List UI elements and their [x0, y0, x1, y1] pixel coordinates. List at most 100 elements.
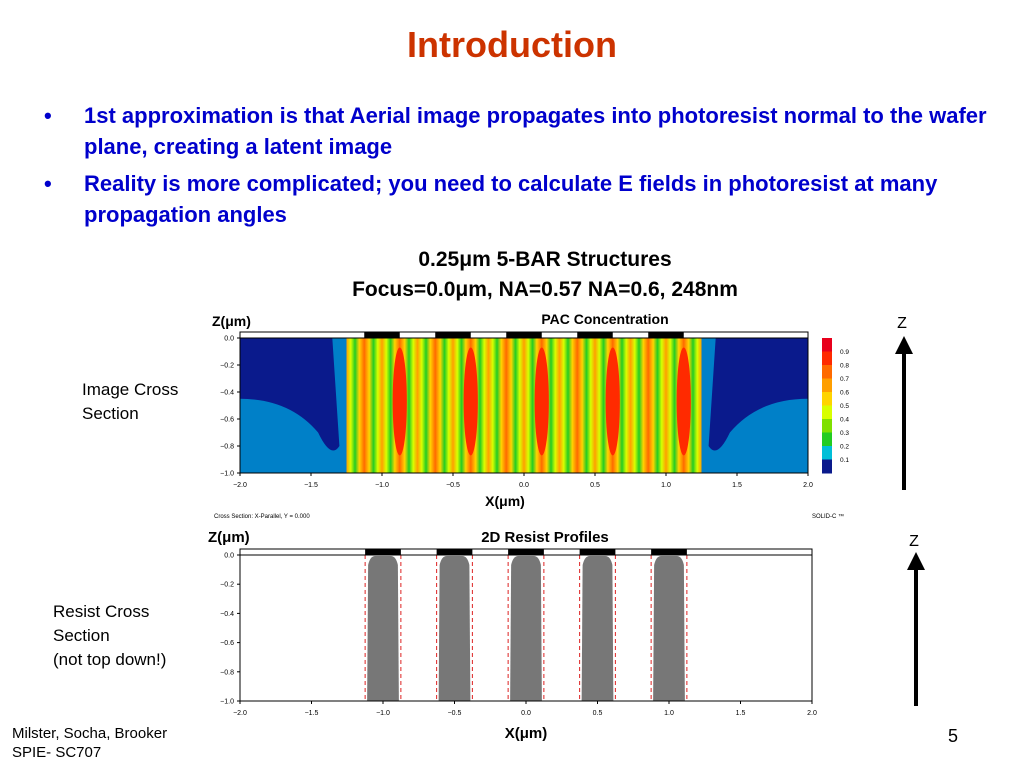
z-axis-marker-bottom: Z	[907, 533, 925, 706]
pac-concentration-chart: Z(μm) PAC Concentration 0.0 −0.2 −0.4 −0.6 −…	[212, 311, 849, 520]
arrow-up-icon	[907, 552, 925, 570]
chart1-footnote-right: SOLID-C ™	[812, 513, 844, 520]
x-tick-label: −0.5	[446, 482, 460, 489]
colorbar-tick-label: 0.3	[840, 430, 849, 437]
heatmap-band	[417, 338, 453, 473]
page-number: 5	[948, 726, 959, 746]
y-tick-label: −0.8	[220, 669, 234, 676]
heatmap-band	[630, 338, 666, 473]
y-tick-label: 0.0	[224, 553, 234, 560]
heatmap-band	[559, 338, 595, 473]
y-tick-label: 0.0	[224, 336, 234, 343]
x-tick-label: 0.5	[590, 482, 600, 489]
colorbar-swatch	[822, 365, 832, 379]
resist-profile	[438, 556, 471, 701]
colorbar-tick-label: 0.1	[840, 457, 849, 464]
x-tick-label: 2.0	[807, 710, 817, 717]
footer-credit: Milster, Socha, Brooker SPIE- SC707	[12, 724, 167, 762]
colorbar-tick-label: 0.2	[840, 444, 849, 451]
footer-line: Milster, Socha, Brooker	[12, 725, 168, 742]
heatmap-core	[676, 347, 691, 456]
mask-line-mark	[506, 332, 542, 338]
x-tick-label: 2.0	[803, 482, 813, 489]
colorbar-swatch	[822, 338, 832, 352]
mask-line-mark	[365, 549, 401, 555]
chart1-footnote-left: Cross Section: X-Parallel, Y = 0.000	[214, 514, 310, 520]
colorbar-swatch	[822, 446, 832, 460]
colorbar-tick-label: 0.4	[840, 417, 849, 424]
chart2-xlabel: X(μm)	[505, 725, 548, 742]
x-tick-label: 1.0	[664, 710, 674, 717]
mask-line-mark	[648, 332, 684, 338]
colorbar-swatch	[822, 378, 832, 393]
heatmap-core	[534, 347, 549, 456]
slide-title: Introduction	[407, 24, 617, 65]
y-tick-label: −0.4	[220, 611, 234, 618]
x-tick-label: −2.0	[233, 710, 247, 717]
y-tick-label: −0.4	[220, 390, 234, 397]
x-tick-label: 0.0	[521, 710, 531, 717]
bullet-item: • 1st approximation is that Aerial image…	[44, 100, 1004, 162]
y-tick-label: −1.0	[220, 699, 234, 706]
colorbar-swatch	[822, 405, 832, 420]
side-label-line: Section	[53, 626, 110, 645]
y-tick-label: −0.2	[220, 582, 234, 589]
arrow-up-icon	[895, 336, 913, 354]
colorbar-tick-label: 0.5	[840, 403, 849, 410]
side-label-line: Section	[82, 404, 139, 423]
mask-line-mark	[436, 549, 473, 555]
x-tick-label: −1.5	[304, 482, 318, 489]
colorbar-tick-label: 0.8	[840, 363, 849, 370]
colorbar-swatch	[822, 459, 832, 474]
heatmap-region-low-right	[708, 338, 808, 451]
x-tick-label: −1.0	[376, 710, 390, 717]
z-axis-marker-top: Z	[895, 315, 913, 490]
x-tick-label: −2.0	[233, 482, 247, 489]
figure-caption-line2: Focus=0.0μm, NA=0.57 NA=0.6, 248nm	[352, 278, 738, 301]
colorbar-swatch	[822, 432, 832, 447]
z-axis-label: Z	[909, 533, 919, 550]
footer-line: SPIE- SC707	[12, 744, 102, 761]
heatmap-band	[488, 338, 524, 473]
y-tick-label: −1.0	[220, 471, 234, 478]
figure-caption-line1: 0.25μm 5-BAR Structures	[418, 248, 672, 271]
image-cross-section-label: Image Cross Section	[82, 378, 178, 426]
resist-profile	[581, 556, 614, 701]
bullet-glyph: •	[44, 103, 52, 128]
arrow-shaft	[914, 568, 918, 706]
x-tick-label: −0.5	[448, 710, 462, 717]
mask-line-mark	[579, 549, 616, 555]
side-label-line: Resist Cross	[53, 602, 150, 621]
x-tick-label: 1.5	[736, 710, 746, 717]
colorbar-tick-label: 0.6	[840, 390, 849, 397]
mask-line-mark	[435, 332, 471, 338]
chart1-xlabel: X(μm)	[485, 493, 525, 509]
side-label-line: (not top down!)	[53, 650, 167, 669]
y-tick-label: −0.6	[220, 417, 234, 424]
bullet-text: 1st approximation is that Aerial image p…	[84, 103, 987, 159]
bullet-glyph: •	[44, 171, 52, 196]
colorbar-swatch	[822, 351, 832, 366]
colorbar-swatch	[822, 392, 832, 406]
y-tick-label: −0.8	[220, 444, 234, 451]
z-axis-label: Z	[897, 315, 907, 332]
mask-line-mark	[577, 332, 613, 338]
colorbar-swatch	[822, 419, 832, 433]
bullet-text: Reality is more complicated; you need to…	[84, 171, 938, 227]
heatmap-band	[346, 338, 382, 473]
resist-profile	[653, 556, 685, 701]
colorbar-tick-label: 0.7	[840, 376, 849, 383]
x-tick-label: −1.0	[375, 482, 389, 489]
resist-profiles-chart: Z(μm) 2D Resist Profiles 0.0 −0.2 −0.4 −0.6…	[208, 529, 817, 742]
mask-line-mark	[508, 549, 544, 555]
x-tick-label: −1.5	[305, 710, 319, 717]
mask-line-mark	[364, 332, 400, 338]
bullet-item: • Reality is more complicated; you need …	[44, 168, 1004, 230]
y-tick-label: −0.2	[220, 363, 234, 370]
y-tick-label: −0.6	[220, 640, 234, 647]
chart1-title: PAC Concentration	[541, 311, 668, 327]
chart1-ylabel: Z(μm)	[212, 313, 251, 329]
x-tick-label: 0.5	[593, 710, 603, 717]
x-tick-label: 1.0	[661, 482, 671, 489]
resist-cross-section-label: Resist Cross Section (not top down!)	[53, 600, 166, 672]
